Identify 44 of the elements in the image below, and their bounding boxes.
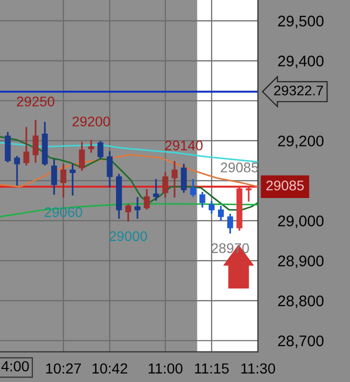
line-series (0, 203, 258, 218)
candlestick (106, 151, 113, 188)
candlestick (218, 206, 224, 221)
candlestick (227, 214, 234, 234)
candlestick (14, 156, 20, 186)
y-tick-label: 29,000 (278, 216, 324, 228)
ref-line-label: 29322.7 (274, 86, 323, 96)
candlestick (125, 204, 132, 222)
annotation: 29060 (44, 207, 82, 218)
x-tick-label: 11:15 (195, 363, 229, 374)
candlestick (208, 201, 215, 214)
y-tick-label: 28,800 (278, 296, 324, 308)
x-tick-label: 10:27 (46, 363, 81, 374)
annotation: 29200 (72, 116, 110, 126)
y-tick-label: 28,900 (278, 256, 324, 268)
annotation: 29250 (16, 96, 54, 106)
candlestick (51, 159, 58, 195)
candlestick (88, 140, 94, 153)
y-tick-label: 29,500 (278, 16, 324, 28)
line-series (0, 142, 258, 163)
y-tick-label: 28,700 (278, 335, 324, 348)
candlestick (70, 164, 76, 196)
x-tick-label: 11:00 (148, 363, 182, 374)
candlestick (190, 179, 196, 197)
candlestick (97, 141, 104, 159)
candlestick (172, 161, 178, 198)
y-tick-label: 29,400 (278, 56, 324, 68)
x-tick-label: 11:30 (241, 363, 276, 374)
candlestick (162, 172, 168, 198)
y-tick-label: 29,200 (278, 136, 324, 148)
candlestick (32, 120, 39, 163)
x-tick-label: 10:42 (92, 363, 128, 374)
candlestick (246, 186, 252, 202)
annotation: 29000 (110, 231, 148, 242)
candlestick (144, 189, 150, 210)
text: 4:00 (1, 361, 29, 372)
candlestick (134, 197, 140, 219)
candlestick (180, 164, 187, 193)
candlestick (60, 164, 66, 198)
candlestick (199, 192, 206, 208)
candlestick (78, 142, 85, 171)
candlestick (153, 179, 159, 201)
ref-line-label: 29085 (266, 180, 304, 190)
candlestick (23, 127, 30, 166)
